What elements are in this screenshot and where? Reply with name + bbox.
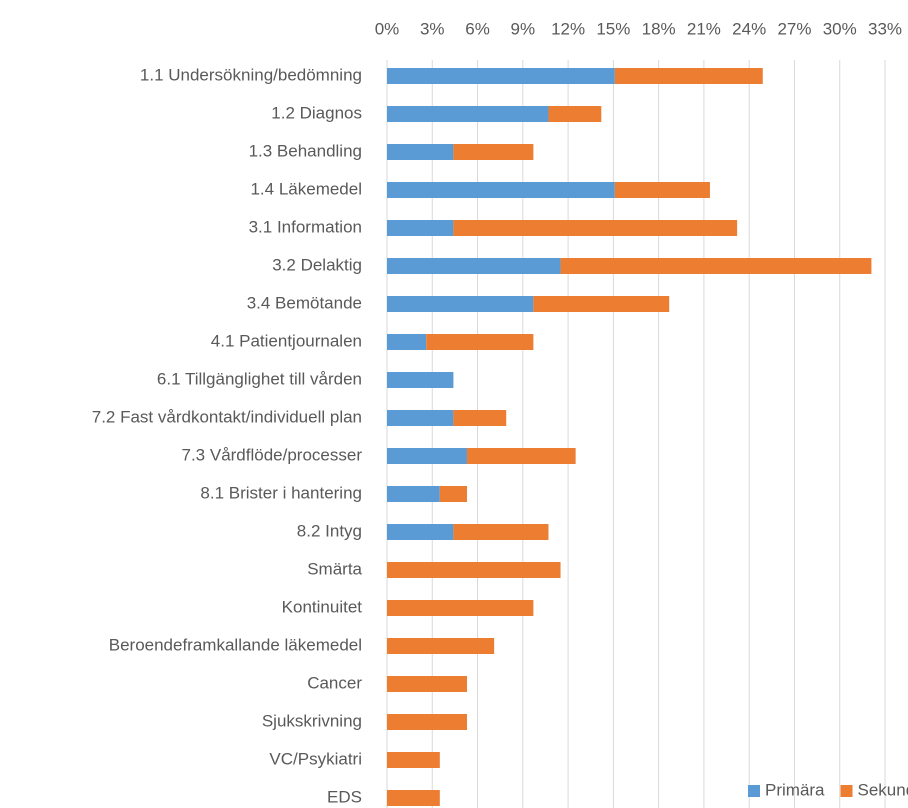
bar-segment <box>387 752 440 768</box>
y-tick-label: 3.1 Information <box>249 217 362 236</box>
x-tick-label: 27% <box>777 19 811 38</box>
legend-swatch <box>840 785 853 797</box>
x-tick-label: 3% <box>420 19 445 38</box>
x-tick-label: 21% <box>687 19 721 38</box>
y-tick-label: Smärta <box>307 559 362 578</box>
x-tick-label: 9% <box>511 19 536 38</box>
y-tick-label: 6.1 Tillgänglighet till vården <box>157 369 362 388</box>
bar-segment <box>453 524 549 540</box>
bar-segment <box>387 296 534 312</box>
bar-segment <box>387 144 454 160</box>
y-tick-label: Cancer <box>307 673 362 692</box>
bar-segment <box>387 410 454 426</box>
bar-segment <box>387 106 549 122</box>
y-tick-label: 4.1 Patientjournalen <box>211 331 362 350</box>
legend-label: Sekundära <box>858 780 908 799</box>
bar-segment <box>453 220 738 236</box>
y-tick-label: 3.4 Bemötande <box>247 293 362 312</box>
bar-segment <box>533 296 670 312</box>
y-tick-label: 1.4 Läkemedel <box>250 179 362 198</box>
y-tick-label: Beroendeframkallande läkemedel <box>109 635 362 654</box>
bar-segment <box>387 676 467 692</box>
bar-segment <box>387 448 467 464</box>
y-tick-label: 1.1 Undersökning/bedömning <box>140 65 362 84</box>
bar-segment <box>560 258 872 274</box>
bar-segment <box>439 486 467 502</box>
bar-segment <box>614 182 710 198</box>
bar-segment <box>387 486 440 502</box>
y-tick-label: VC/Psykiatri <box>269 749 362 768</box>
legend-label: Primära <box>765 780 825 799</box>
bar-segment <box>548 106 602 122</box>
y-tick-label: Kontinuitet <box>282 597 363 616</box>
y-tick-label: Sjukskrivning <box>262 711 362 730</box>
bar-segment <box>387 714 467 730</box>
y-tick-label: 7.3 Vårdflöde/processer <box>182 445 363 464</box>
x-tick-label: 30% <box>823 19 857 38</box>
x-tick-label: 12% <box>551 19 585 38</box>
bar-segment <box>466 448 576 464</box>
legend-swatch <box>748 785 760 797</box>
y-tick-label: 7.2 Fast vårdkontakt/individuell plan <box>92 407 362 426</box>
y-tick-label: EDS <box>327 787 362 806</box>
x-tick-label: 33% <box>868 19 902 38</box>
bar-segment <box>387 182 615 198</box>
bar-segment <box>387 600 534 616</box>
bar-segment <box>387 68 615 84</box>
bar-segment <box>426 334 534 350</box>
x-tick-label: 6% <box>465 19 490 38</box>
x-tick-label: 24% <box>732 19 766 38</box>
bar-segment <box>387 790 440 806</box>
bar-segment <box>387 562 561 578</box>
bar-segment <box>387 524 454 540</box>
bar-segment <box>387 258 561 274</box>
y-tick-label: 1.2 Diagnos <box>271 103 362 122</box>
x-tick-label: 18% <box>642 19 676 38</box>
x-tick-label: 0% <box>375 19 400 38</box>
y-tick-label: 1.3 Behandling <box>249 141 362 160</box>
bar-segment <box>387 334 427 350</box>
bar-segment <box>453 410 507 426</box>
x-tick-label: 15% <box>596 19 630 38</box>
bar-segment <box>387 220 454 236</box>
y-tick-label: 3.2 Delaktig <box>272 255 362 274</box>
bar-segment <box>387 372 454 388</box>
y-tick-label: 8.1 Brister i hantering <box>200 483 362 502</box>
bar-segment <box>387 638 495 654</box>
y-tick-label: 8.2 Intyg <box>297 521 362 540</box>
bar-segment <box>453 144 534 160</box>
bar-segment <box>614 68 763 84</box>
